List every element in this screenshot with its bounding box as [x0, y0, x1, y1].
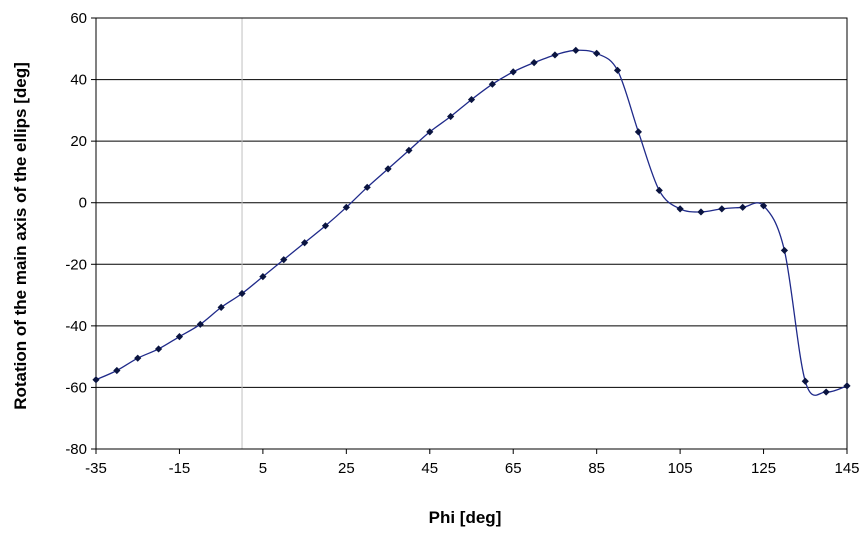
data-point: [259, 273, 267, 281]
marker-layer: [92, 46, 851, 396]
x-axis-title: Phi [deg]: [429, 508, 502, 527]
y-tick-label: 20: [70, 133, 87, 150]
data-point: [175, 333, 184, 341]
data-point: [759, 202, 768, 210]
tick-label-layer: -80 -60 -40 -20 0 20 40 60 -35 -15 5 25 45 65 85 105 125…: [65, 10, 859, 477]
data-point: [321, 222, 330, 230]
data-point: [113, 366, 121, 375]
data-point: [467, 95, 476, 104]
data-point: [822, 388, 830, 396]
data-point: [551, 51, 559, 59]
data-point: [342, 203, 350, 211]
data-point: [447, 112, 455, 121]
data-point: [426, 128, 434, 136]
x-tick-label: 125: [751, 460, 776, 477]
y-tick-label: 0: [79, 195, 87, 212]
x-tick-label: -15: [169, 460, 191, 477]
y-axis-title: Rotation of the main axis of the ellips …: [11, 62, 30, 410]
y-tick-label: -40: [65, 318, 87, 335]
data-point: [509, 68, 517, 76]
data-point: [238, 289, 246, 298]
data-point: [718, 205, 726, 213]
x-tick-label: 45: [421, 460, 438, 477]
data-point: [801, 377, 809, 385]
data-point: [613, 66, 622, 74]
data-point: [697, 208, 705, 216]
x-tick-label: 25: [338, 460, 355, 477]
data-point: [280, 256, 288, 264]
data-point: [384, 165, 392, 173]
data-point: [92, 376, 100, 384]
data-point: [217, 303, 225, 311]
y-tick-label: -80: [65, 441, 87, 458]
y-tick-label: -20: [65, 256, 87, 273]
x-tick-label: 145: [834, 460, 859, 477]
y-tick-label: -60: [65, 379, 87, 396]
data-point: [154, 345, 163, 353]
data-point: [301, 239, 309, 247]
x-tick-label: 85: [588, 460, 605, 477]
y-tick-label: 40: [70, 72, 87, 89]
data-point: [488, 80, 496, 88]
data-point: [405, 146, 413, 154]
data-point: [530, 59, 538, 67]
x-tick-label: 5: [259, 460, 267, 477]
axes-layer: [91, 17, 848, 454]
data-point: [196, 320, 204, 328]
data-point: [134, 354, 142, 362]
data-point: [739, 203, 747, 211]
x-tick-label: 65: [505, 460, 522, 477]
x-tick-label: -35: [85, 460, 107, 477]
data-point: [634, 128, 642, 136]
data-point: [572, 46, 580, 54]
x-tick-label: 105: [668, 460, 693, 477]
y-tick-label: 60: [70, 10, 87, 27]
data-point: [843, 382, 851, 390]
data-point: [676, 205, 684, 213]
plot-area-border: [95, 17, 848, 450]
data-point: [780, 246, 789, 255]
data-point: [655, 186, 663, 194]
data-point: [593, 49, 601, 58]
data-point: [363, 183, 371, 191]
grid-layer: [96, 18, 847, 449]
